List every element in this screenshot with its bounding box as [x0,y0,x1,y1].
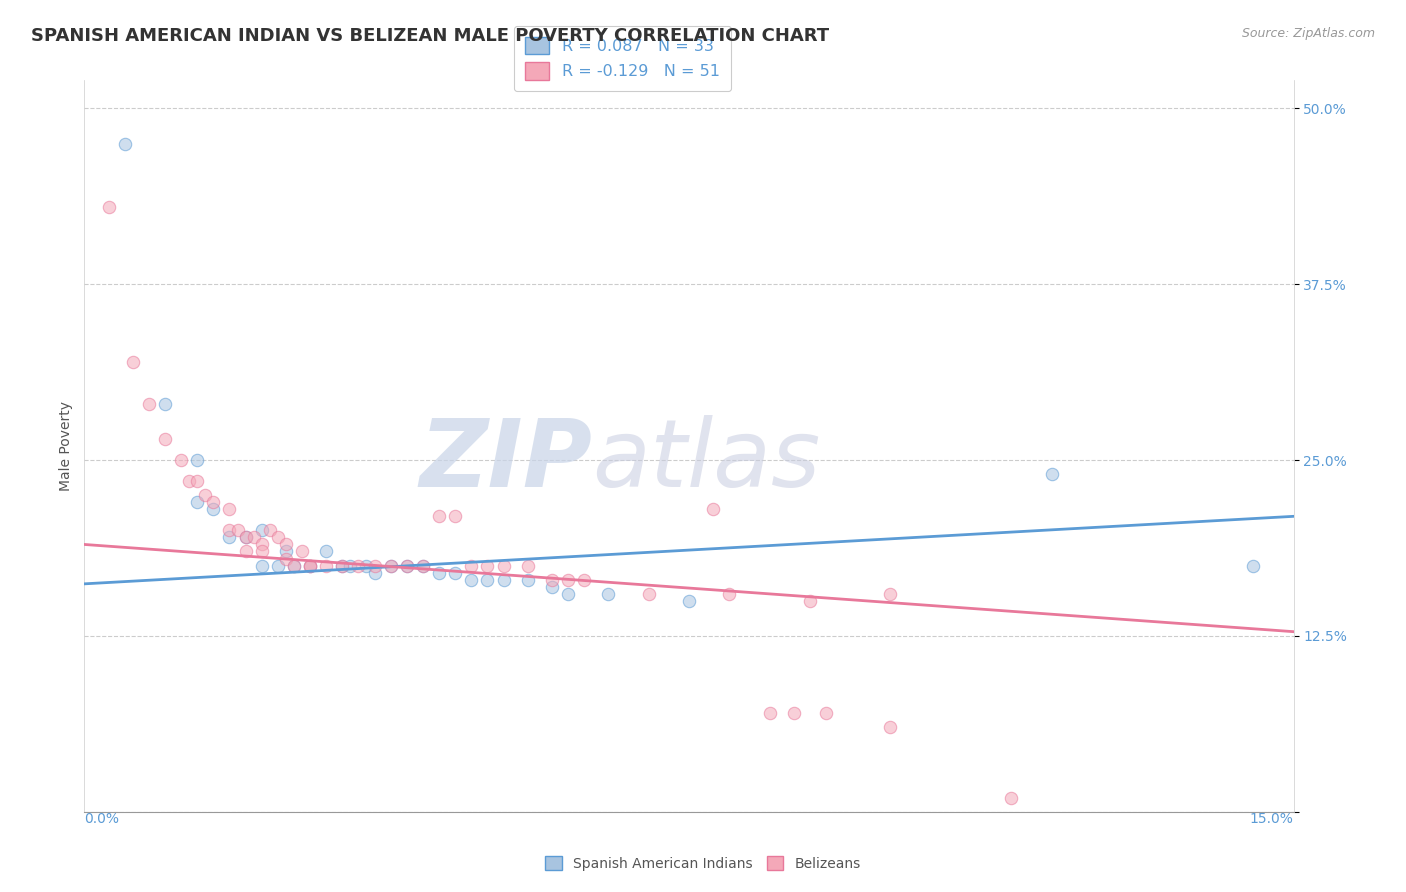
Text: atlas: atlas [592,415,821,506]
Point [427,566,450,580]
Point [170,453,193,467]
Point [460,558,482,573]
Point [783,706,806,721]
Text: Source: ZipAtlas.com: Source: ZipAtlas.com [1241,27,1375,40]
Point [202,502,225,516]
Point [879,587,901,601]
Point [758,706,780,721]
Point [153,432,176,446]
Point [427,509,450,524]
Point [444,509,467,524]
Point [879,720,901,734]
Point [218,530,240,544]
Point [516,558,538,573]
Point [153,397,176,411]
Point [299,558,322,573]
Point [267,530,290,544]
Point [492,573,515,587]
Point [121,354,143,368]
Point [702,502,724,516]
Text: ZIP: ZIP [419,415,592,507]
Point [1241,558,1264,573]
Point [274,537,297,551]
Point [412,558,434,573]
Point [678,593,700,607]
Point [299,558,322,573]
Point [516,573,538,587]
Point [218,524,240,538]
Point [267,558,290,573]
Text: SPANISH AMERICAN INDIAN VS BELIZEAN MALE POVERTY CORRELATION CHART: SPANISH AMERICAN INDIAN VS BELIZEAN MALE… [31,27,830,45]
Y-axis label: Male Poverty: Male Poverty [59,401,73,491]
Point [250,544,273,558]
Point [814,706,837,721]
Point [186,453,208,467]
Point [1000,790,1022,805]
Point [283,558,305,573]
Point [330,558,353,573]
Point [242,530,264,544]
Point [492,558,515,573]
Point [274,544,297,558]
Point [179,474,201,488]
Point [799,593,821,607]
Point [412,558,434,573]
Point [541,573,564,587]
Point [1040,467,1063,482]
Point [97,200,120,214]
Text: 15.0%: 15.0% [1250,812,1294,826]
Point [299,558,322,573]
Point [557,573,579,587]
Point [186,474,208,488]
Point [250,524,273,538]
Point [315,558,337,573]
Point [274,551,297,566]
Point [250,537,273,551]
Point [541,580,564,594]
Point [347,558,370,573]
Point [444,566,467,580]
Point [283,558,305,573]
Point [460,573,482,587]
Point [330,558,353,573]
Point [637,587,659,601]
Point [395,558,418,573]
Point [572,573,595,587]
Point [718,587,741,601]
Point [138,397,160,411]
Point [339,558,361,573]
Point [598,587,620,601]
Point [291,544,314,558]
Point [477,558,499,573]
Point [250,558,273,573]
Point [356,558,378,573]
Text: 0.0%: 0.0% [84,812,120,826]
Point [202,495,225,509]
Point [259,524,281,538]
Point [395,558,418,573]
Legend: Spanish American Indians, Belizeans: Spanish American Indians, Belizeans [540,851,866,876]
Point [114,136,136,151]
Point [380,558,402,573]
Point [557,587,579,601]
Point [380,558,402,573]
Point [363,558,385,573]
Point [186,495,208,509]
Point [477,573,499,587]
Point [194,488,217,502]
Point [235,530,257,544]
Point [363,566,385,580]
Point [235,530,257,544]
Point [315,544,337,558]
Point [235,544,257,558]
Point [218,502,240,516]
Point [226,524,249,538]
